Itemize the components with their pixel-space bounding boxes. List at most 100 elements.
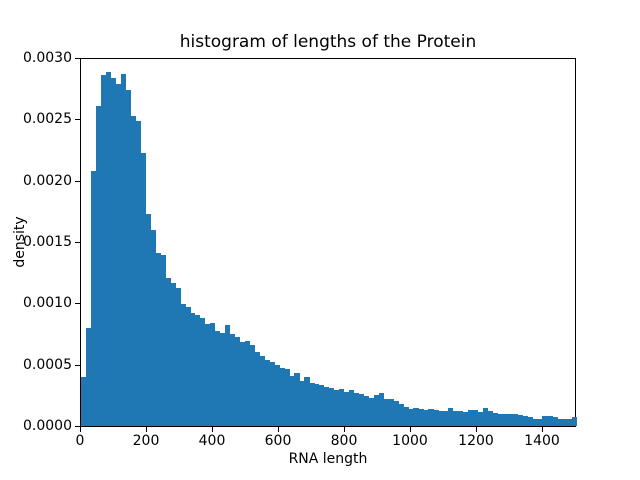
histogram-bar xyxy=(90,171,97,426)
histogram-bar xyxy=(85,327,92,426)
chart-title: histogram of lengths of the Protein xyxy=(179,32,477,52)
histogram-bar xyxy=(205,323,211,426)
histogram-bar xyxy=(333,390,340,426)
y-tick-label: 0.0015 xyxy=(23,234,72,250)
y-tick-label: 0.0025 xyxy=(23,111,72,128)
histogram-bar xyxy=(155,252,161,426)
histogram-bar xyxy=(200,317,206,426)
histogram-bar xyxy=(329,387,335,426)
histogram-bar xyxy=(527,417,533,426)
x-tick-label: 800 xyxy=(330,433,358,449)
y-tick-mark xyxy=(75,242,80,243)
histogram-bar xyxy=(100,75,107,426)
histogram-bar xyxy=(229,333,236,426)
y-tick-mark xyxy=(75,119,80,121)
histogram-bar xyxy=(348,390,355,426)
y-tick-label: 0.0005 xyxy=(23,356,72,373)
x-tick-mark xyxy=(344,427,345,432)
histogram-bar xyxy=(224,325,231,426)
histogram-bar xyxy=(165,278,171,426)
histogram-bar xyxy=(343,391,350,426)
y-tick-label: 0.0030 xyxy=(23,50,72,66)
histogram-bar xyxy=(373,395,379,426)
histogram-bar xyxy=(482,408,489,426)
histogram-bar xyxy=(517,414,523,426)
histogram-bar xyxy=(368,397,375,426)
histogram-bar xyxy=(190,312,196,426)
histogram-bar xyxy=(269,362,275,426)
histogram-bar xyxy=(279,368,285,426)
x-tick-label: 1400 xyxy=(524,433,560,449)
histogram-bar xyxy=(572,417,578,426)
histogram-bar xyxy=(438,410,444,426)
y-tick-label: 0.0000 xyxy=(23,418,72,434)
histogram-bar xyxy=(140,152,146,426)
histogram-bar xyxy=(383,398,389,426)
plot-area xyxy=(80,58,578,427)
histogram-bar xyxy=(110,77,117,426)
histogram-bar xyxy=(492,413,499,426)
histogram-bar xyxy=(125,90,131,426)
histogram-bar xyxy=(299,380,305,426)
histogram-bar xyxy=(567,418,573,426)
x-axis-label: RNA length xyxy=(288,451,368,467)
histogram-bar xyxy=(522,415,528,426)
histogram-bar xyxy=(254,352,260,426)
histogram-bar xyxy=(413,407,419,426)
histogram-bar xyxy=(244,341,251,426)
histogram-bar xyxy=(443,410,449,426)
histogram-bar xyxy=(472,410,479,426)
x-tick-mark xyxy=(542,427,543,432)
x-tick-label: 0 xyxy=(75,433,85,449)
x-tick-label: 600 xyxy=(264,433,292,449)
histogram-bar xyxy=(219,332,226,426)
histogram-bar xyxy=(487,411,494,426)
histogram-bar xyxy=(319,385,325,426)
histogram-bar xyxy=(353,392,360,426)
histogram-bar xyxy=(239,342,246,426)
histogram-bar xyxy=(294,373,300,426)
histogram-bar xyxy=(403,406,409,426)
x-tick-label: 1000 xyxy=(392,433,428,449)
histogram-bar xyxy=(552,417,558,426)
histogram-bar xyxy=(264,359,270,426)
histogram-bar xyxy=(457,411,464,426)
x-tick-mark xyxy=(476,427,477,432)
histogram-bar xyxy=(338,389,345,426)
x-tick-label: 200 xyxy=(132,433,160,449)
histogram-bar xyxy=(180,304,186,426)
histogram-bar xyxy=(423,410,429,426)
histogram-bar xyxy=(95,106,102,426)
histogram-bar xyxy=(393,401,399,426)
histogram-bar xyxy=(150,230,156,426)
histogram-bar xyxy=(209,322,216,426)
histogram-bar xyxy=(433,410,439,426)
histogram-bar xyxy=(115,84,122,426)
histogram-bar xyxy=(120,74,127,426)
histogram-bar xyxy=(547,415,553,426)
histogram-bar xyxy=(249,344,255,426)
histogram-bar xyxy=(502,413,508,426)
histogram-bar xyxy=(314,384,320,426)
y-tick-mark xyxy=(75,303,80,305)
histogram-bar xyxy=(418,408,424,426)
x-tick-mark xyxy=(80,427,81,432)
histogram-bar xyxy=(274,364,280,426)
histogram-bar xyxy=(507,413,513,426)
histogram-bar xyxy=(105,71,112,426)
histogram-bar xyxy=(309,382,315,426)
x-tick-label: 400 xyxy=(198,433,226,449)
histogram-bar xyxy=(304,376,310,426)
y-tick-mark xyxy=(75,180,80,182)
histogram-bar xyxy=(81,376,87,426)
histogram-bar xyxy=(562,418,568,426)
histogram-bar xyxy=(234,337,241,426)
histogram-bar xyxy=(477,411,484,426)
histogram-bar xyxy=(462,411,469,426)
histogram-bar xyxy=(324,386,330,426)
histogram-bar xyxy=(289,375,295,426)
histogram-bar xyxy=(363,396,370,426)
histogram-bar xyxy=(467,410,474,426)
x-tick-mark xyxy=(278,427,279,432)
